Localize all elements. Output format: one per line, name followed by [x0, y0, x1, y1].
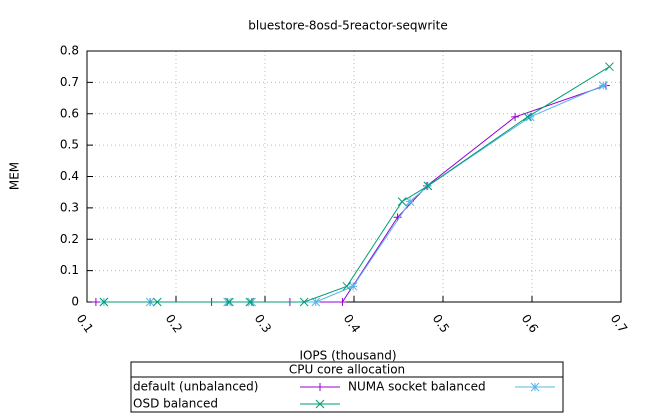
y-tick-label: 0.5 [60, 138, 79, 152]
data-point [311, 297, 321, 307]
legend-title: CPU core allocation [289, 363, 405, 377]
data-point [338, 298, 347, 306]
data-point [423, 181, 433, 191]
data-point [397, 197, 407, 206]
legend-box [130, 361, 564, 413]
data-point [523, 112, 532, 122]
legend-marker [316, 383, 324, 391]
x-tick-label: 0.4 [341, 312, 363, 336]
legend-label: NUMA socket balanced [348, 380, 486, 394]
y-tick-label: 0.3 [60, 200, 79, 214]
data-point [99, 297, 109, 307]
data-point [152, 297, 162, 307]
data-point [299, 297, 309, 307]
y-tick-label: 0.4 [60, 169, 79, 183]
legend-label: default (unbalanced) [133, 380, 258, 394]
x-tick-label: 0.3 [252, 312, 274, 336]
data-point [342, 281, 352, 291]
legend-marker [530, 382, 540, 392]
legend-marker [315, 399, 325, 409]
y-tick-label: 0.1 [60, 263, 79, 277]
y-tick-label: 0.6 [60, 106, 79, 120]
legend-label: OSD balanced [133, 397, 218, 411]
data-point [245, 297, 255, 307]
x-tick-label: 0.5 [430, 312, 452, 336]
data-point [348, 281, 358, 291]
y-tick-label: 0 [71, 295, 79, 309]
y-tick-label: 0.2 [60, 232, 79, 246]
x-tick-label: 0.2 [163, 312, 185, 336]
data-point [605, 62, 614, 72]
x-tick-label: 0.7 [608, 312, 630, 336]
data-point [598, 81, 608, 90]
data-point [405, 197, 415, 206]
chart-title: bluestore-8osd-5reactor-seqwrite [248, 19, 447, 33]
y-axis-label: MEM [8, 162, 22, 190]
x-tick-label: 0.1 [74, 312, 96, 336]
data-point [91, 298, 100, 306]
x-axis-label: IOPS (thousand) [299, 349, 396, 363]
y-tick-label: 0.8 [60, 44, 79, 58]
y-tick-label: 0.7 [60, 75, 79, 89]
data-point [225, 297, 234, 307]
series-line [103, 66, 610, 303]
data-point [525, 112, 535, 122]
x-tick-label: 0.6 [519, 312, 541, 336]
plot-border [86, 50, 622, 303]
data-point [511, 112, 520, 121]
